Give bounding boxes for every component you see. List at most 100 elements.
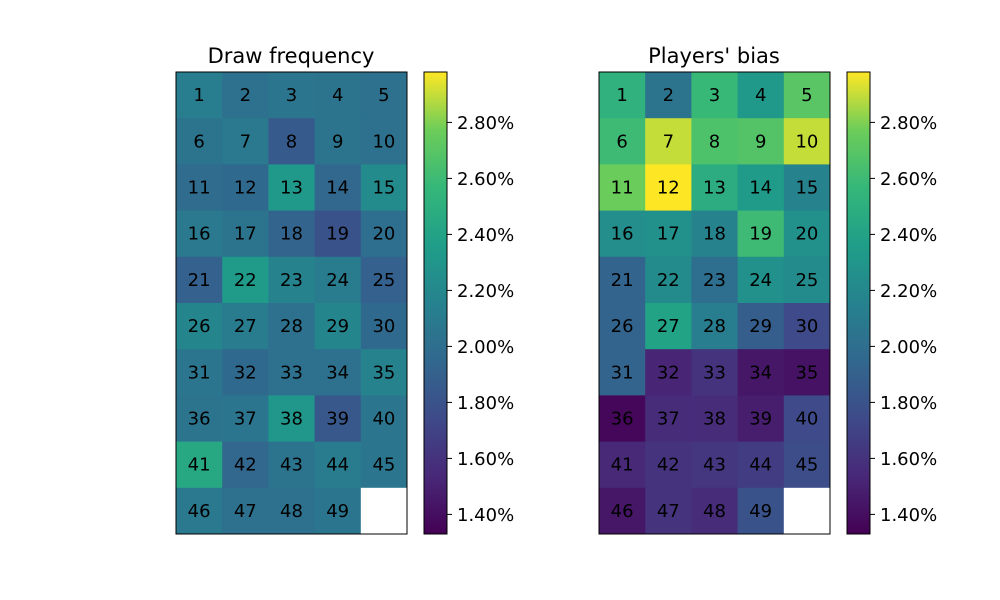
heatmap-cell bbox=[645, 164, 692, 212]
colorbar-tick-label: 1.60% bbox=[457, 449, 514, 470]
heatmap-cell bbox=[783, 395, 831, 443]
colorbar-tick-label: 1.80% bbox=[457, 393, 514, 414]
cell-label: 40 bbox=[795, 409, 818, 430]
heatmap-cell bbox=[645, 256, 692, 304]
cell-label: 27 bbox=[657, 316, 680, 337]
cell-label: 16 bbox=[611, 224, 634, 245]
heatmap-cell bbox=[737, 164, 785, 212]
cell-label: 21 bbox=[188, 270, 211, 291]
panel-title: Draw frequency bbox=[208, 44, 375, 68]
heatmap-cell bbox=[691, 487, 739, 535]
heatmap-cell bbox=[268, 164, 316, 212]
cell-label: 22 bbox=[657, 270, 680, 291]
cell-label: 45 bbox=[372, 455, 395, 476]
heatmap-cell bbox=[222, 395, 269, 443]
heatmap-cell bbox=[360, 164, 408, 212]
cell-label: 42 bbox=[657, 455, 680, 476]
heatmap-cell bbox=[176, 72, 223, 119]
heatmap-cell bbox=[737, 487, 785, 535]
heatmap-cell bbox=[691, 395, 739, 443]
heatmap-cell bbox=[314, 118, 362, 165]
heatmap-cell bbox=[783, 210, 831, 258]
heatmap-cell bbox=[599, 441, 646, 489]
cell-label: 27 bbox=[234, 316, 257, 337]
cell-label: 48 bbox=[280, 501, 303, 522]
heatmap-cell bbox=[360, 72, 408, 119]
cell-label: 34 bbox=[749, 362, 772, 383]
colorbar-gradient bbox=[846, 71, 871, 535]
heatmap-cell bbox=[222, 349, 269, 396]
cell-label: 42 bbox=[234, 455, 257, 476]
cell-label: 20 bbox=[372, 224, 395, 245]
heatmap-cell bbox=[268, 303, 316, 350]
cell-label: 3 bbox=[709, 85, 720, 106]
heatmap-cell bbox=[314, 441, 362, 489]
heatmap-cell bbox=[314, 303, 362, 350]
cell-label: 33 bbox=[280, 362, 303, 383]
heatmap-cell bbox=[360, 349, 408, 396]
cell-label: 41 bbox=[188, 455, 211, 476]
heatmap-cell bbox=[783, 164, 831, 212]
heatmap-cell bbox=[176, 441, 223, 489]
heatmap-cell bbox=[360, 118, 408, 165]
cell-label: 6 bbox=[193, 131, 204, 152]
cell-label: 9 bbox=[332, 131, 343, 152]
cell-label: 6 bbox=[616, 131, 627, 152]
heatmap-cell bbox=[360, 441, 408, 489]
cell-label: 31 bbox=[188, 362, 211, 383]
cell-label: 1 bbox=[616, 85, 627, 106]
cell-label: 20 bbox=[795, 224, 818, 245]
colorbar-tick-label: 2.60% bbox=[880, 169, 937, 190]
cell-label: 2 bbox=[240, 85, 251, 106]
heatmap-cell bbox=[268, 72, 316, 119]
cell-label: 11 bbox=[611, 178, 634, 199]
heatmap-cell bbox=[737, 395, 785, 443]
cell-label: 12 bbox=[657, 178, 680, 199]
cell-label: 29 bbox=[326, 316, 349, 337]
cell-label: 28 bbox=[703, 316, 726, 337]
cell-label: 32 bbox=[657, 362, 680, 383]
heatmap-cell bbox=[599, 349, 646, 396]
cell-label: 19 bbox=[326, 224, 349, 245]
panel-title: Players' bias bbox=[648, 44, 780, 68]
cell-label: 15 bbox=[795, 178, 818, 199]
cell-label: 8 bbox=[709, 131, 720, 152]
heatmap-cell bbox=[222, 256, 269, 304]
heatmap-cell bbox=[599, 72, 646, 119]
cell-label: 2 bbox=[663, 85, 674, 106]
cell-label: 10 bbox=[372, 131, 395, 152]
heatmap-cell-empty bbox=[783, 487, 831, 535]
heatmap-cell bbox=[691, 303, 739, 350]
cell-label: 43 bbox=[703, 455, 726, 476]
heatmap-cell bbox=[176, 256, 223, 304]
cell-label: 21 bbox=[611, 270, 634, 291]
heatmap-cell bbox=[268, 210, 316, 258]
cell-label: 12 bbox=[234, 178, 257, 199]
cell-label: 28 bbox=[280, 316, 303, 337]
cell-label: 7 bbox=[663, 131, 674, 152]
cell-label: 7 bbox=[240, 131, 251, 152]
heatmap-cell bbox=[360, 256, 408, 304]
heatmap-cell bbox=[783, 441, 831, 489]
cell-label: 5 bbox=[801, 85, 812, 106]
heatmap-cell bbox=[360, 303, 408, 350]
heatmap-cell bbox=[737, 256, 785, 304]
colorbar-gradient bbox=[423, 71, 448, 535]
heatmap-cell bbox=[737, 72, 785, 119]
heatmap-cell bbox=[599, 164, 646, 212]
heatmap-cell-empty bbox=[360, 487, 408, 535]
cell-label: 4 bbox=[755, 85, 766, 106]
cell-label: 24 bbox=[326, 270, 349, 291]
colorbar-tick-label: 2.80% bbox=[880, 113, 937, 134]
cell-label: 23 bbox=[703, 270, 726, 291]
cell-label: 39 bbox=[749, 409, 772, 430]
cell-label: 25 bbox=[372, 270, 395, 291]
cell-label: 46 bbox=[611, 501, 634, 522]
colorbar-tick-label: 2.00% bbox=[880, 337, 937, 358]
heatmap-cell bbox=[783, 303, 831, 350]
cell-label: 10 bbox=[795, 131, 818, 152]
heatmap-cell bbox=[645, 441, 692, 489]
heatmap-cell bbox=[222, 487, 269, 535]
